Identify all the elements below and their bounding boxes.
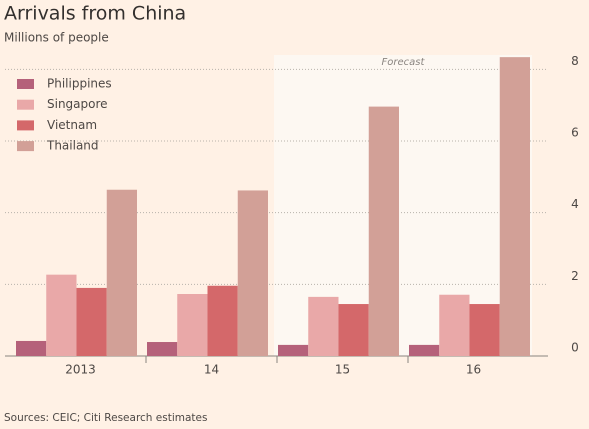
forecast-label: Forecast	[382, 57, 426, 68]
bar	[46, 274, 77, 356]
y-tick-label: 4	[571, 197, 579, 211]
bar	[469, 304, 500, 356]
legend-label: Thailand	[46, 139, 99, 153]
bar	[368, 106, 399, 356]
bar	[499, 57, 530, 357]
x-tick-label: 2013	[65, 363, 96, 377]
legend-swatch	[17, 141, 34, 152]
bar	[106, 189, 137, 356]
chart-title: Arrivals from China	[4, 3, 186, 25]
source: Sources: CEIC; Citi Research estimates	[4, 412, 207, 424]
legend-label: Singapore	[47, 97, 108, 111]
bar	[278, 344, 309, 356]
legend: Philippines Singapore Vietnam Thailand	[17, 77, 112, 153]
bars: 2013 14 15 16	[16, 57, 530, 377]
x-tick-label: 14	[204, 363, 219, 377]
legend-swatch	[17, 99, 34, 110]
bar	[177, 294, 208, 356]
chart-subtitle: Millions of people	[4, 31, 109, 45]
bar	[338, 304, 369, 356]
legend-label: Vietnam	[47, 118, 97, 132]
legend-swatch	[17, 79, 34, 89]
bar	[237, 190, 268, 356]
bar	[76, 287, 107, 356]
bar	[16, 340, 47, 356]
legend-swatch	[17, 120, 34, 131]
y-tick-label: 8	[571, 54, 579, 68]
bar	[308, 296, 339, 356]
bar	[409, 344, 440, 356]
bar	[439, 294, 470, 356]
y-tick-label: 0	[571, 341, 579, 355]
legend-label: Philippines	[47, 77, 112, 91]
bar	[147, 342, 178, 356]
y-tick-label: 6	[571, 126, 579, 140]
bar	[207, 285, 238, 356]
y-tick-label: 2	[571, 269, 579, 283]
x-tick-label: 15	[335, 363, 350, 377]
x-tick-label: 16	[466, 363, 481, 377]
